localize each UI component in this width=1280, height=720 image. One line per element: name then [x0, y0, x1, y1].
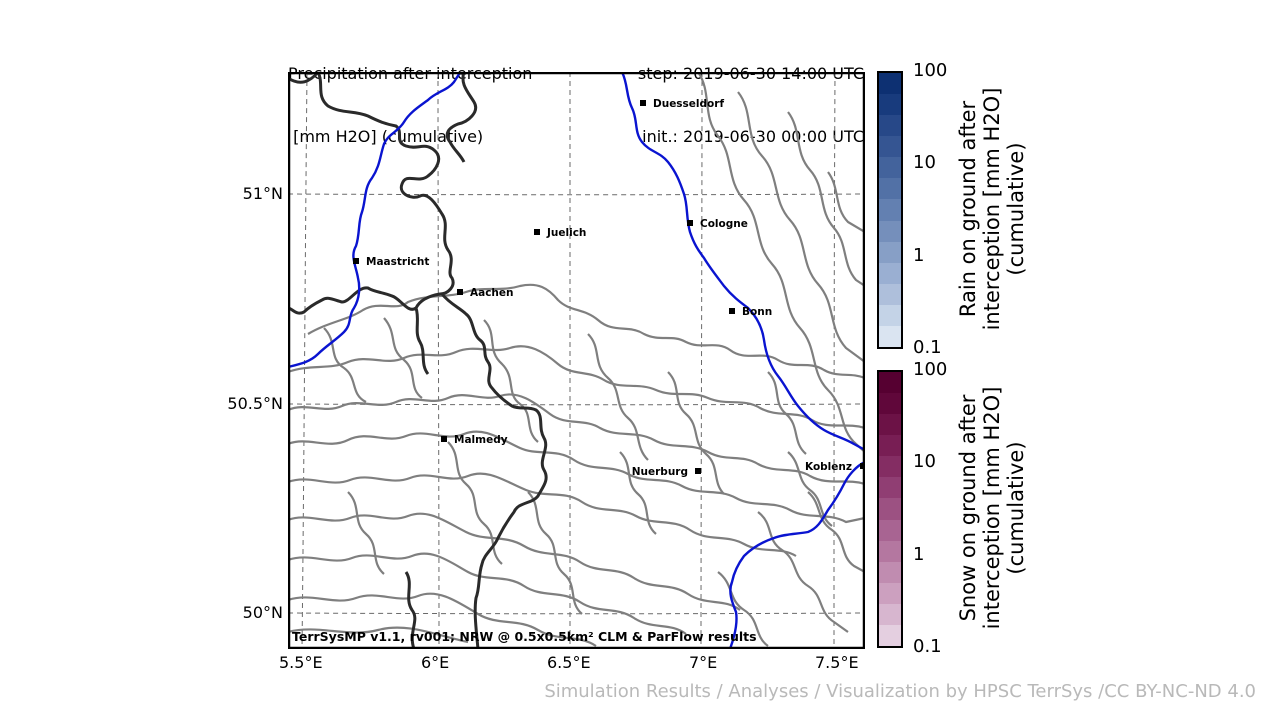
- lon-label-6e: 6°E: [421, 653, 450, 672]
- rain-colorbar: [877, 71, 903, 349]
- rain-tick-0-1: 0.1: [913, 337, 942, 358]
- colorbar-segment: [879, 115, 901, 137]
- precipitation-map: Duesseldorf Cologne Juelich Maastricht A…: [288, 72, 865, 649]
- map-title-line2: [mm H2O] (cumulative): [288, 127, 484, 146]
- lon-label-7-5e: 7.5°E: [815, 653, 859, 672]
- rivers: [288, 72, 865, 649]
- snow-colorbar: [877, 370, 903, 648]
- svg-text:Cologne: Cologne: [700, 218, 748, 230]
- svg-text:Aachen: Aachen: [470, 287, 514, 299]
- lat-label-50n: 50°N: [242, 603, 283, 622]
- colorbar-segment: [879, 262, 901, 284]
- colorbar-segment: [879, 603, 901, 625]
- colorbar-segment: [879, 94, 901, 116]
- svg-text:Malmedy: Malmedy: [454, 434, 508, 446]
- national-borders: [288, 72, 548, 649]
- city-koblenz: Koblenz: [805, 461, 865, 473]
- city-bonn: Bonn: [729, 306, 772, 318]
- colorbar-segment: [879, 304, 901, 326]
- colorbar-segment: [879, 540, 901, 562]
- colorbar-segment: [879, 582, 901, 604]
- snow-tick-0-1: 0.1: [913, 636, 942, 657]
- model-credit: TerrSysMP v1.1, rv001; NRW @ 0.5x0.5km² …: [292, 629, 757, 644]
- colorbar-segment: [879, 414, 901, 436]
- svg-text:Bonn: Bonn: [742, 306, 772, 318]
- colorbar-segment: [879, 498, 901, 520]
- snow-colorbar-label: Snow on ground after interception [mm H2…: [956, 386, 1028, 630]
- city-juelich: Juelich: [534, 227, 586, 239]
- snow-tick-100: 100: [913, 359, 948, 380]
- rain-tick-100: 100: [913, 60, 948, 81]
- init-time: init.: 2019-06-30 00:00 UTC: [642, 127, 864, 146]
- colorbar-segment: [879, 456, 901, 478]
- colorbar-segment: [879, 199, 901, 221]
- rain-tick-1: 1: [913, 245, 925, 266]
- colorbar-segment: [879, 325, 901, 347]
- colorbar-segment: [879, 561, 901, 583]
- city-duesseldorf: Duesseldorf: [640, 98, 724, 110]
- svg-text:Koblenz: Koblenz: [805, 461, 852, 473]
- snow-tick-1: 1: [913, 544, 925, 565]
- city-maastricht: Maastricht: [353, 256, 429, 268]
- colorbar-segment: [879, 157, 901, 179]
- colorbar-segment: [879, 393, 901, 415]
- lon-label-7e: 7°E: [689, 653, 718, 672]
- city-aachen: Aachen: [457, 287, 514, 299]
- colorbar-segment: [879, 519, 901, 541]
- colorbar-segment: [879, 72, 901, 95]
- svg-text:Juelich: Juelich: [546, 227, 586, 239]
- lon-label-5-5e: 5.5°E: [279, 653, 323, 672]
- colorbar-segment: [879, 624, 901, 646]
- city-malmedy: Malmedy: [441, 434, 508, 446]
- svg-text:Duesseldorf: Duesseldorf: [653, 98, 724, 110]
- colorbar-segment: [879, 477, 901, 499]
- colorbar-segment: [879, 283, 901, 305]
- colorbar-segment: [879, 241, 901, 263]
- city-markers: Duesseldorf Cologne Juelich Maastricht A…: [353, 98, 865, 478]
- footer-credit: Simulation Results / Analyses / Visualiz…: [544, 681, 1256, 702]
- lat-label-50-5n: 50.5°N: [227, 394, 283, 413]
- city-cologne: Cologne: [687, 218, 748, 230]
- colorbar-segment: [879, 435, 901, 457]
- city-nuerburg: Nuerburg: [632, 466, 701, 478]
- rain-tick-10: 10: [913, 152, 936, 173]
- colorbar-segment: [879, 178, 901, 200]
- snow-tick-10: 10: [913, 451, 936, 472]
- terrain-contours: [288, 72, 865, 647]
- rain-colorbar-label: Rain on ground after interception [mm H2…: [956, 87, 1028, 331]
- map-frame: [288, 72, 865, 649]
- lon-label-6-5e: 6.5°E: [547, 653, 591, 672]
- colorbar-segment: [879, 220, 901, 242]
- colorbar-segment: [879, 371, 901, 394]
- svg-text:Maastricht: Maastricht: [366, 256, 429, 268]
- colorbar-segment: [879, 136, 901, 158]
- svg-text:Nuerburg: Nuerburg: [632, 466, 688, 478]
- lat-label-51n: 51°N: [242, 184, 283, 203]
